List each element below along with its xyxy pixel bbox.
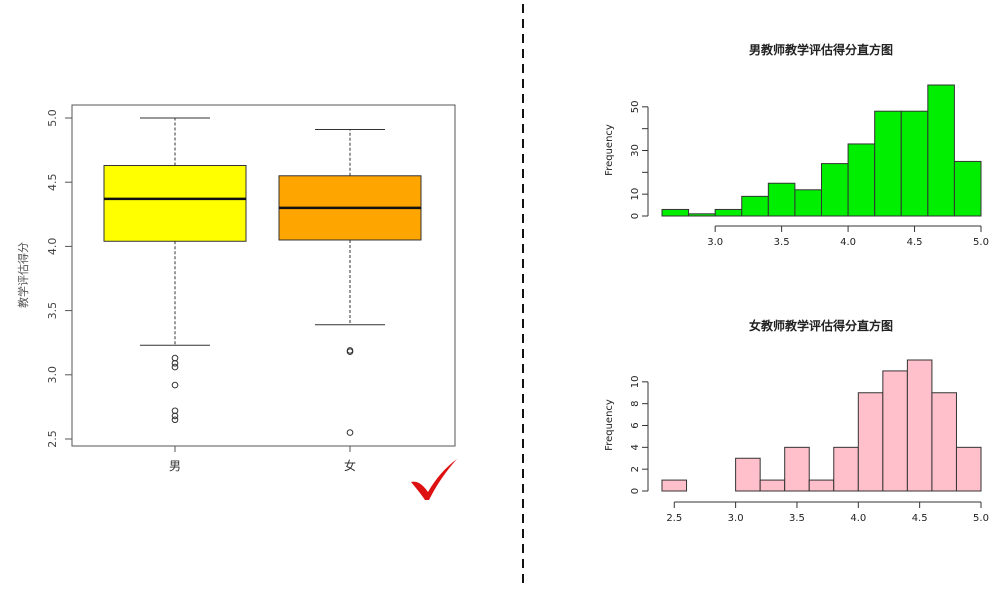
box-body: [103, 165, 247, 242]
histogram-bar: [661, 208, 690, 217]
box-outlier-point: [171, 412, 179, 420]
boxplot-y-tick-label: 5.0: [46, 109, 59, 127]
box-outlier-point: [171, 416, 179, 424]
boxplot-panel: 2.53.03.54.04.55.0 教学评估得分 男女: [16, 104, 456, 473]
male-histogram-bars: [661, 84, 982, 217]
female-histogram-x-axis: 2.5 3.0 3.5 4.0 4.5 5.0: [666, 501, 989, 524]
histogram-bar: [735, 457, 761, 492]
histogram-x-tick-label: 2.5: [666, 513, 682, 524]
histogram-bar: [847, 143, 876, 217]
histogram-bar: [794, 189, 823, 217]
male-histogram-y-axis-label: Frequency: [604, 124, 615, 176]
check-mark-shape: [411, 459, 457, 500]
histogram-bar: [906, 359, 933, 492]
boxplot-x-axis: 男女: [169, 445, 356, 473]
histogram-bar: [661, 479, 688, 492]
histogram-bar: [927, 84, 955, 217]
histogram-y-tick-label: 10: [630, 375, 641, 388]
histogram-x-tick-label: 4.0: [850, 513, 866, 524]
box-outlier-point: [346, 348, 354, 355]
histogram-x-tick-label: 4.5: [912, 513, 928, 524]
boxplot-y-tick-label: 4.5: [46, 173, 59, 191]
histogram-y-tick-label: 6: [630, 422, 641, 428]
box-female: [278, 129, 422, 436]
histogram-bar: [714, 208, 743, 217]
histogram-bar: [741, 195, 769, 217]
histogram-bar: [784, 446, 810, 492]
box-outlier-point: [171, 381, 179, 389]
female-histogram-title: 女教师教学评估得分直方图: [749, 318, 893, 333]
histogram-bar: [955, 446, 982, 492]
box-male: [103, 117, 247, 424]
male-histogram-title: 男教师教学评估得分直方图: [749, 42, 893, 57]
female-histogram-y-axis-label: Frequency: [604, 399, 615, 451]
histogram-y-tick-label: 0: [630, 488, 641, 494]
male-histogram-x-axis: 3.0 3.5 4.0 4.5 5.0: [707, 225, 989, 248]
box-outlier-point: [346, 429, 354, 436]
boxplot-y-tick-label: 3.0: [46, 366, 59, 384]
male-histogram-panel: 男教师教学评估得分直方图 Frequency 0 10 30 50 3.0 3.5 4.0…: [604, 42, 989, 248]
boxplot-y-tick-label: 3.5: [46, 302, 59, 320]
box-outlier-point: [171, 359, 179, 367]
boxplot-y-tick-label: 2.5: [46, 430, 59, 448]
histogram-bar: [759, 479, 786, 492]
female-histogram-bars: [661, 359, 982, 492]
histogram-x-tick-label: 4.5: [907, 237, 923, 248]
histogram-x-tick-label: 3.0: [707, 237, 723, 248]
boxplot-frame: [71, 104, 456, 447]
histogram-bar: [833, 446, 859, 492]
histogram-bar: [953, 160, 982, 217]
histogram-y-tick-label: 10: [630, 188, 641, 201]
boxplot-marks: [103, 117, 422, 436]
boxplot-y-axis-label: 教学评估得分: [16, 242, 30, 308]
histogram-bar: [767, 182, 796, 217]
histogram-x-tick-label: 4.0: [840, 237, 856, 248]
male-histogram-y-axis: 0 10 30 50: [630, 100, 649, 219]
histogram-bar: [821, 163, 849, 217]
histogram-bar: [808, 479, 835, 492]
histogram-x-tick-label: 3.5: [774, 237, 790, 248]
histogram-y-tick-label: 8: [630, 400, 641, 406]
box-outlier-point: [171, 363, 179, 371]
histogram-y-tick-label: 4: [630, 444, 641, 450]
boxplot-x-tick-label: 男: [169, 459, 181, 473]
histogram-bar: [688, 213, 716, 217]
histogram-bar: [931, 392, 957, 492]
boxplot-x-tick-label: 女: [344, 458, 356, 473]
histogram-x-tick-label: 3.0: [728, 513, 744, 524]
histogram-y-tick-label: 0: [630, 213, 641, 219]
boxplot-y-axis: 2.5 3.0 3.5 4.0 4.5 5.0: [46, 109, 73, 448]
female-histogram-y-axis: 0 2 4 6 8 10: [630, 375, 649, 494]
histogram-x-tick-label: 3.5: [789, 513, 805, 524]
histogram-y-tick-label: 50: [630, 100, 641, 113]
check-mark-icon: [411, 459, 457, 500]
histogram-x-tick-label: 5.0: [973, 513, 989, 524]
histogram-y-tick-label: 30: [630, 144, 641, 157]
histogram-bar: [900, 110, 929, 217]
histogram-bar: [857, 392, 884, 492]
boxplot-y-tick-label: 4.0: [46, 238, 59, 256]
histogram-bar: [882, 370, 908, 492]
female-histogram-panel: 女教师教学评估得分直方图 Frequency 0 2 4 6 8 10 2.5 3.0 3.5…: [604, 318, 989, 524]
histogram-y-tick-label: 2: [630, 466, 641, 472]
histogram-bar: [874, 110, 902, 217]
histogram-x-tick-label: 5.0: [973, 237, 989, 248]
